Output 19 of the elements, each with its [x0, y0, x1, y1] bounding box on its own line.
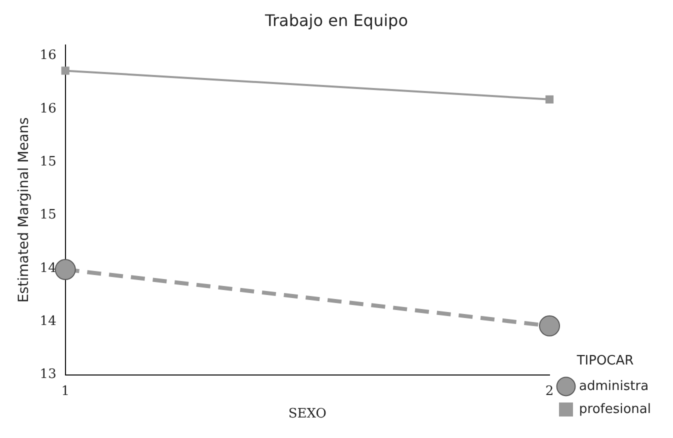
y-tick-label: 15: [40, 154, 56, 170]
y-axis-title: Estimated Marginal Means: [16, 117, 32, 303]
point: [545, 95, 554, 104]
y-tick-label: 15: [40, 208, 56, 223]
y-tick-label: 14: [40, 260, 56, 276]
point: [54, 259, 76, 280]
y-tick-label: 13: [40, 367, 56, 382]
y-tick-label: 14: [40, 314, 56, 330]
x-tick-label: 2: [545, 384, 554, 399]
y-tick-label: 16: [40, 101, 56, 116]
legend-title: TIPOCAR: [576, 353, 634, 368]
point: [539, 315, 560, 336]
y-tick-label: 16: [40, 48, 56, 64]
legend-label: administra: [579, 378, 649, 394]
legend-label: profesional: [579, 402, 652, 417]
x-axis-title: SEXO: [288, 406, 326, 422]
x-tick-label: 1: [61, 384, 70, 399]
chart-title: Trabajo en Equipo: [264, 10, 408, 30]
point: [61, 66, 70, 75]
